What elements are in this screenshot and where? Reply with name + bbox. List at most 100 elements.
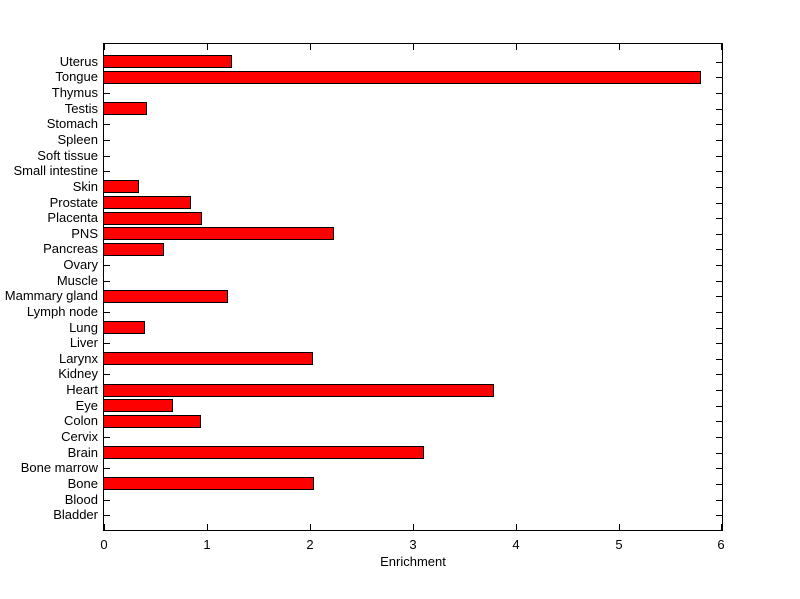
y-tick-mark: [716, 93, 722, 94]
y-tick-mark: [716, 421, 722, 422]
x-tick-mark: [310, 524, 311, 530]
x-tick-label: 4: [512, 537, 520, 552]
x-tick-mark: [207, 524, 208, 530]
y-axis-label: Thymus: [51, 85, 98, 100]
y-tick-mark: [716, 343, 722, 344]
y-axis-label: Skin: [72, 179, 98, 194]
plot-area: [103, 43, 723, 531]
y-tick-mark: [716, 281, 722, 282]
x-tick-label: 5: [615, 537, 623, 552]
y-tick-mark: [716, 515, 722, 516]
bar: [103, 477, 314, 490]
y-tick-mark: [104, 500, 110, 501]
y-tick-mark: [716, 218, 722, 219]
y-axis-label: Lung: [69, 320, 98, 335]
y-tick-mark: [716, 484, 722, 485]
bar: [103, 321, 145, 334]
y-tick-mark: [716, 62, 722, 63]
bar: [103, 212, 202, 225]
y-tick-mark: [716, 77, 722, 78]
y-tick-mark: [716, 312, 722, 313]
x-tick-mark: [207, 44, 208, 50]
y-axis-label: Cervix: [61, 429, 98, 444]
y-tick-mark: [104, 156, 110, 157]
x-tick-mark: [516, 524, 517, 530]
x-tick-label: 6: [717, 537, 725, 552]
y-tick-mark: [716, 468, 722, 469]
bar: [103, 196, 191, 209]
y-axis-label: Kidney: [58, 366, 98, 381]
x-tick-mark: [310, 44, 311, 50]
y-tick-mark: [716, 249, 722, 250]
x-axis-label: Enrichment: [380, 554, 446, 569]
y-tick-mark: [104, 374, 110, 375]
bar: [103, 415, 201, 428]
bar: [103, 352, 313, 365]
y-tick-mark: [104, 468, 110, 469]
y-tick-mark: [104, 140, 110, 141]
bar: [103, 55, 232, 68]
y-tick-mark: [716, 203, 722, 204]
y-axis-label: Small intestine: [13, 163, 98, 178]
bar: [103, 290, 228, 303]
y-tick-mark: [716, 234, 722, 235]
x-tick-label: 0: [100, 537, 108, 552]
bar: [103, 71, 701, 84]
y-axis-label: Ovary: [63, 257, 98, 272]
x-tick-mark: [516, 44, 517, 50]
y-axis-label: Testis: [64, 101, 98, 116]
y-tick-mark: [104, 437, 110, 438]
bar: [103, 102, 147, 115]
y-tick-mark: [716, 453, 722, 454]
bar: [103, 399, 173, 412]
y-axis-label: Placenta: [47, 210, 98, 225]
y-tick-mark: [716, 124, 722, 125]
y-tick-mark: [716, 156, 722, 157]
y-tick-mark: [104, 281, 110, 282]
bar: [103, 180, 139, 193]
y-tick-mark: [104, 312, 110, 313]
y-axis-label: Liver: [69, 335, 98, 350]
bar: [103, 384, 494, 397]
y-tick-mark: [716, 500, 722, 501]
x-tick-label: 3: [409, 537, 417, 552]
bar: [103, 227, 334, 240]
x-tick-mark: [619, 44, 620, 50]
y-tick-mark: [716, 390, 722, 391]
x-tick-mark: [721, 44, 722, 50]
x-tick-label: 1: [203, 537, 211, 552]
y-tick-mark: [716, 374, 722, 375]
y-tick-mark: [716, 359, 722, 360]
y-axis-label: Lymph node: [26, 304, 98, 319]
x-tick-mark: [721, 524, 722, 530]
y-axis-label: Bone marrow: [20, 460, 98, 475]
y-axis-label: Tongue: [55, 69, 98, 84]
y-axis-label: Stomach: [46, 116, 98, 131]
bar: [103, 446, 424, 459]
y-tick-mark: [104, 265, 110, 266]
x-tick-mark: [413, 524, 414, 530]
y-axis-label: Pancreas: [43, 241, 98, 256]
y-tick-mark: [716, 109, 722, 110]
y-axis-label: Bladder: [53, 507, 98, 522]
y-tick-mark: [104, 93, 110, 94]
y-axis-label: Heart: [66, 382, 98, 397]
x-tick-mark: [104, 44, 105, 50]
y-tick-mark: [104, 343, 110, 344]
y-axis-label: Prostate: [49, 195, 98, 210]
y-tick-mark: [716, 437, 722, 438]
y-axis-label: Larynx: [58, 351, 98, 366]
y-tick-mark: [716, 187, 722, 188]
y-tick-mark: [716, 171, 722, 172]
y-axis-label: Colon: [64, 413, 98, 428]
y-tick-mark: [716, 328, 722, 329]
y-axis-label: Spleen: [57, 132, 98, 147]
y-tick-mark: [104, 515, 110, 516]
y-tick-mark: [104, 171, 110, 172]
y-axis-label: Soft tissue: [37, 148, 98, 163]
x-tick-mark: [619, 524, 620, 530]
y-axis-label: PNS: [71, 226, 98, 241]
y-tick-mark: [716, 406, 722, 407]
y-axis-label: Muscle: [56, 273, 98, 288]
